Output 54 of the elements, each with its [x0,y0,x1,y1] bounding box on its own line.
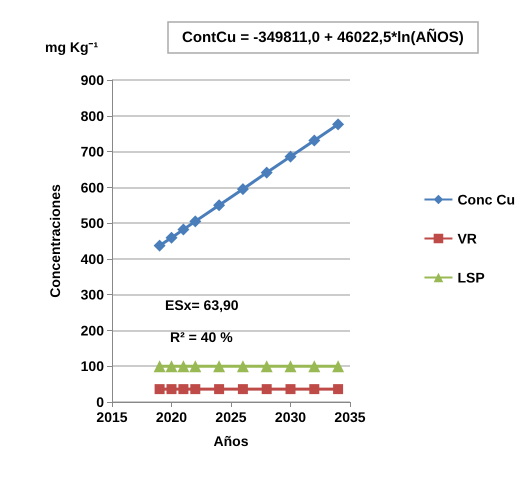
x-tick-label: 2030 [274,409,306,425]
text: ContCu = -349811,0 + 46022,5*ln(AÑOS) [182,28,464,46]
y-axis-title: Concentraciones [47,184,63,298]
point [309,384,320,394]
x-tick-label: 2025 [215,409,247,425]
annotation: R² = 40 % [170,329,234,345]
annotation: ESx= 63,90 [165,297,239,313]
point [284,360,296,372]
x-tick-label: 2035 [334,409,366,425]
x-tick-label: 2015 [96,409,128,425]
point [332,360,344,372]
point [260,166,273,179]
y-tick-label: 300 [80,286,104,303]
point [166,360,178,372]
point [189,215,202,228]
point [308,134,320,146]
point [308,360,320,372]
point [236,360,249,372]
point [166,232,178,244]
point [236,183,249,196]
legend-label: Conc Cu [457,192,516,208]
point [190,384,200,394]
y-tick-label: 100 [80,358,104,374]
legend-label: VR [457,230,477,246]
y-tick-label: 500 [80,215,104,232]
y-tick-label: 900 [80,72,104,88]
y-tick-label: 700 [80,144,104,160]
point [154,240,166,252]
point [166,384,176,394]
point [213,360,226,372]
point [178,384,188,394]
point [177,360,190,372]
point [154,384,165,394]
point [214,384,224,394]
y-tick-label: 600 [80,179,104,196]
point [262,384,272,394]
y-tick-label: 0 [96,394,104,410]
point [284,150,296,163]
y-tick-label: 400 [80,250,104,267]
point [189,360,202,372]
point [177,224,190,236]
point [260,360,273,372]
y-tick-label: 200 [80,322,104,338]
legend-label: LSP [457,270,485,286]
point [286,384,296,394]
x-axis-title: Años [214,433,249,449]
point [238,384,248,394]
y-tick-label: 800 [80,108,104,124]
point [213,199,226,212]
point [332,118,344,130]
x-tick-label: 2020 [156,409,188,425]
point [154,360,166,372]
point [333,384,344,394]
text: mg Kg⁻¹ [45,39,99,55]
